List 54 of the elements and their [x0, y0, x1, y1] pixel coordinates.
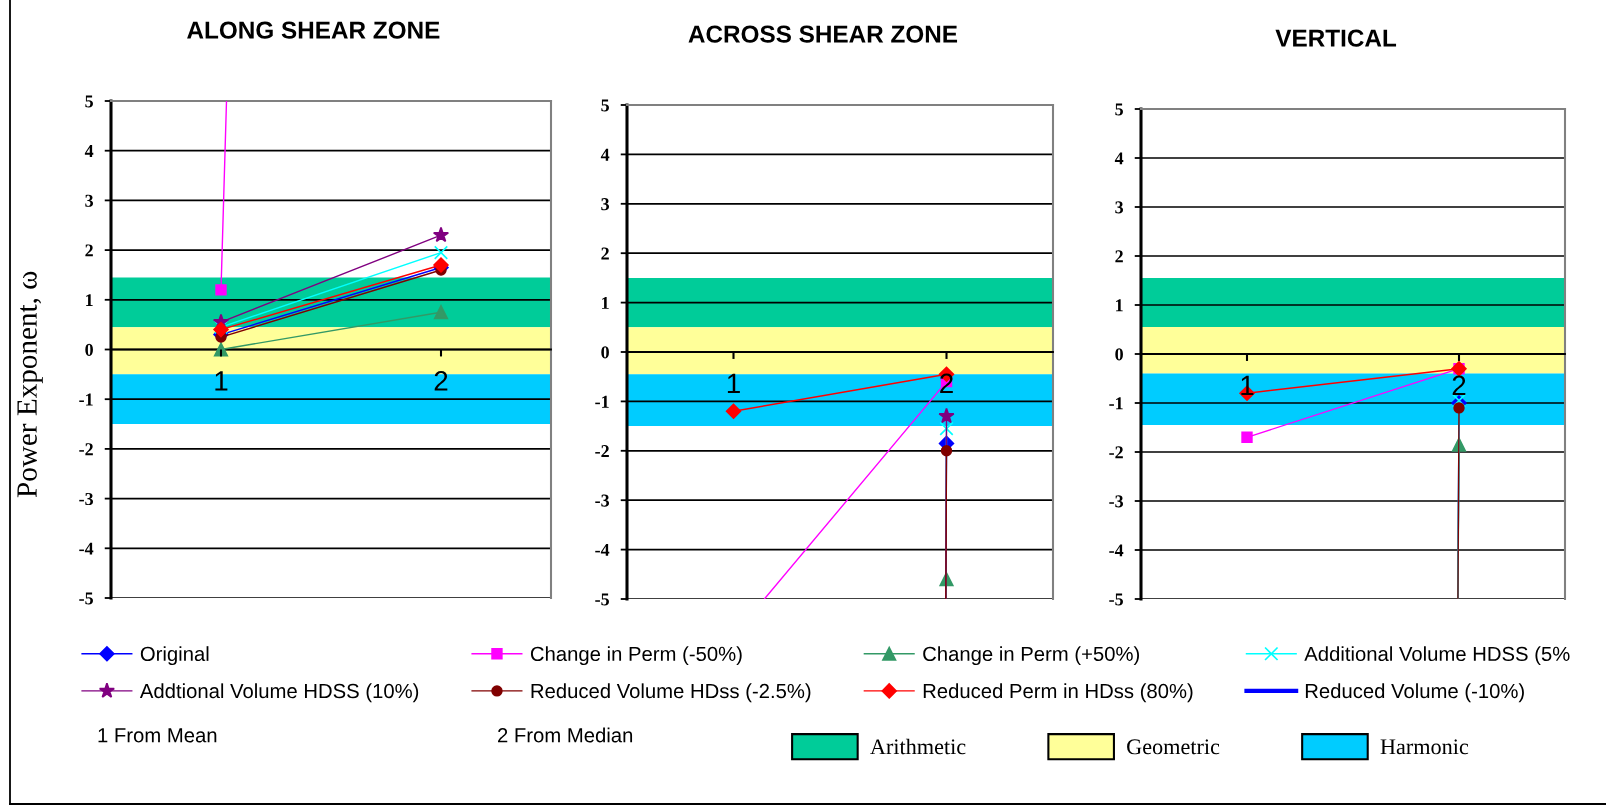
legend-label: Harmonic — [1380, 739, 1469, 755]
y-tick-label: -2 — [1109, 446, 1123, 459]
y-tick-label: 3 — [601, 198, 610, 211]
y-tick-label: 2 — [1115, 250, 1123, 263]
y-tick-label: 0 — [601, 346, 609, 359]
legend-label: Geometric — [1127, 739, 1220, 755]
y-axis-title: Power Exponent, ω — [17, 271, 43, 498]
text: 1 From Mean — [98, 728, 217, 743]
y-tick-label: 0 — [1115, 348, 1123, 361]
x-tick-label: 2 — [434, 371, 448, 391]
legend-label: Arithmetic — [870, 738, 966, 755]
y-tick-label: 2 — [85, 244, 93, 257]
legend-label: Change in Perm (+50%) — [923, 646, 1139, 666]
y-tick-label: -2 — [79, 443, 93, 456]
x-tick-label: 1 — [727, 373, 740, 393]
y-tick-label: -4 — [1109, 544, 1124, 557]
y-tick-label: -5 — [595, 593, 609, 606]
y-tick-label: -1 — [1109, 397, 1123, 410]
y-tick-label: 3 — [85, 194, 94, 207]
y-tick-label: 5 — [85, 95, 93, 108]
legend-label: Original — [140, 646, 209, 666]
x-tick-label: 1 — [215, 371, 228, 391]
y-tick-label: -3 — [595, 494, 610, 507]
legend-label: Reduced Volume (-10%) — [1305, 683, 1524, 703]
legend-label: Reduced Perm in HDss (80%) — [923, 683, 1193, 703]
chart-title: VERTICAL — [1275, 29, 1397, 47]
y-tick-label: 4 — [1114, 152, 1124, 165]
y-tick-label: -2 — [595, 445, 609, 458]
y-tick-label: -5 — [79, 592, 93, 605]
y-tick-label: -4 — [79, 542, 94, 555]
y-tick-label: -1 — [79, 393, 93, 406]
legend-label: Addtional Volume HDSS (10%) — [139, 683, 419, 703]
y-tick-label: -3 — [79, 492, 94, 506]
legend-label: Additional Volume HDSS (5% — [1304, 646, 1570, 666]
chart-title: ALONG SHEAR ZONE — [187, 21, 440, 39]
y-tick-label: 4 — [600, 148, 610, 161]
y-tick-label: -3 — [1109, 495, 1124, 508]
y-tick-label: 3 — [1115, 201, 1124, 214]
text: 2 From Median — [498, 727, 633, 743]
y-tick-label: 4 — [84, 145, 94, 157]
y-tick-label: 1 — [86, 294, 93, 307]
y-tick-label: 0 — [85, 343, 93, 356]
y-tick-label: -5 — [1109, 593, 1123, 606]
y-tick-label: 5 — [1115, 103, 1123, 116]
y-tick-label: -4 — [595, 543, 610, 556]
y-tick-label: 1 — [1116, 299, 1123, 312]
y-tick-label: 5 — [601, 99, 609, 112]
x-tick-label: 2 — [1452, 375, 1466, 395]
y-tick-label: -1 — [595, 395, 609, 408]
legend-label: Change in Perm (-50%) — [530, 646, 742, 666]
legend-label: Reduced Volume HDss (-2.5%) — [531, 683, 811, 703]
chart-title: ACROSS SHEAR ZONE — [688, 25, 958, 43]
y-tick-label: 1 — [602, 296, 609, 309]
y-tick-label: 2 — [601, 247, 609, 260]
